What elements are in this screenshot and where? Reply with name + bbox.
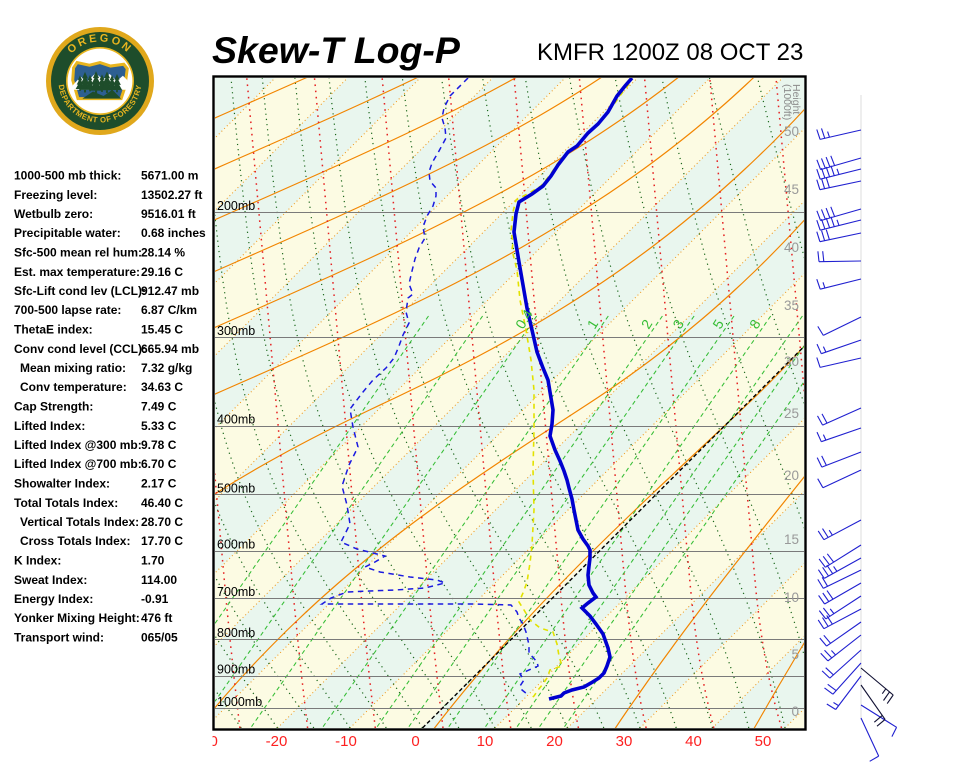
svg-text:Sfc-500 mean rel hum:: Sfc-500 mean rel hum: bbox=[14, 246, 142, 260]
svg-text:114.00: 114.00 bbox=[141, 573, 177, 587]
svg-text:5: 5 bbox=[791, 647, 799, 662]
svg-text:30: 30 bbox=[616, 733, 633, 750]
svg-text:Cap Strength:: Cap Strength: bbox=[14, 400, 93, 414]
svg-text:17.70 C: 17.70 C bbox=[141, 534, 183, 548]
svg-text:5671.00 m: 5671.00 m bbox=[141, 169, 198, 183]
svg-text:30: 30 bbox=[784, 354, 799, 369]
svg-text:0: 0 bbox=[411, 733, 419, 750]
svg-text:Vertical Totals Index:: Vertical Totals Index: bbox=[20, 515, 139, 529]
svg-text:25: 25 bbox=[784, 406, 799, 421]
svg-text:Sweat Index:: Sweat Index: bbox=[14, 573, 87, 587]
svg-text:476 ft: 476 ft bbox=[141, 611, 172, 625]
svg-text:7.49 C: 7.49 C bbox=[141, 400, 177, 414]
svg-text:Height: Height bbox=[790, 84, 802, 114]
svg-text:912.47 mb: 912.47 mb bbox=[141, 284, 199, 298]
svg-text:1000mb: 1000mb bbox=[217, 695, 262, 709]
svg-text:Lifted Index:: Lifted Index: bbox=[14, 419, 85, 433]
svg-text:K Index:: K Index: bbox=[14, 554, 61, 568]
svg-text:28.14 %: 28.14 % bbox=[141, 246, 185, 260]
svg-text:(1000ft): (1000ft) bbox=[781, 84, 793, 120]
svg-text:Sfc-Lift cond lev (LCL):: Sfc-Lift cond lev (LCL): bbox=[14, 284, 146, 298]
svg-text:Precipitable water:: Precipitable water: bbox=[14, 226, 121, 240]
svg-text:Lifted Index @300 mb:: Lifted Index @300 mb: bbox=[14, 438, 142, 452]
svg-text:800mb: 800mb bbox=[217, 626, 255, 640]
svg-text:ThetaE index:: ThetaE index: bbox=[14, 323, 93, 337]
svg-text:1000-500 mb thick:: 1000-500 mb thick: bbox=[14, 169, 121, 183]
svg-text:29.16 C: 29.16 C bbox=[141, 265, 183, 279]
svg-text:9.78 C: 9.78 C bbox=[141, 438, 177, 452]
svg-text:50: 50 bbox=[784, 124, 799, 139]
svg-text:20: 20 bbox=[784, 468, 799, 483]
svg-text:28.70 C: 28.70 C bbox=[141, 515, 183, 529]
svg-text:700-500 lapse rate:: 700-500 lapse rate: bbox=[14, 303, 121, 317]
svg-text:065/05: 065/05 bbox=[141, 631, 178, 645]
svg-text:45: 45 bbox=[784, 182, 799, 197]
svg-text:400mb: 400mb bbox=[217, 413, 255, 427]
svg-text:Mean mixing ratio:: Mean mixing ratio: bbox=[20, 361, 126, 375]
svg-text:2.17 C: 2.17 C bbox=[141, 477, 177, 491]
svg-text:40: 40 bbox=[685, 733, 702, 750]
svg-text:Wetbulb zero:: Wetbulb zero: bbox=[14, 207, 93, 221]
svg-text:7.32 g/kg: 7.32 g/kg bbox=[141, 361, 192, 375]
svg-text:40: 40 bbox=[784, 240, 799, 255]
svg-text:6.70 C: 6.70 C bbox=[141, 457, 177, 471]
svg-text:-10: -10 bbox=[335, 733, 357, 750]
svg-text:KMFR 1200Z 08 OCT 23: KMFR 1200Z 08 OCT 23 bbox=[537, 39, 803, 66]
svg-text:600mb: 600mb bbox=[217, 538, 255, 552]
svg-text:9516.01 ft: 9516.01 ft bbox=[141, 207, 196, 221]
svg-text:665.94 mb: 665.94 mb bbox=[141, 342, 199, 356]
svg-text:-30: -30 bbox=[196, 733, 218, 750]
svg-text:13502.27 ft: 13502.27 ft bbox=[141, 188, 202, 202]
svg-text:Transport wind:: Transport wind: bbox=[14, 631, 104, 645]
svg-text:300mb: 300mb bbox=[217, 324, 255, 338]
svg-text:Cross Totals Index:: Cross Totals Index: bbox=[20, 534, 130, 548]
svg-text:Energy Index:: Energy Index: bbox=[14, 592, 93, 606]
svg-text:1.70: 1.70 bbox=[141, 554, 165, 568]
svg-text:0.68 inches: 0.68 inches bbox=[141, 226, 206, 240]
svg-text:34.63 C: 34.63 C bbox=[141, 380, 183, 394]
svg-text:-0.91: -0.91 bbox=[141, 592, 169, 606]
svg-text:500mb: 500mb bbox=[217, 481, 255, 495]
svg-text:Total Totals Index:: Total Totals Index: bbox=[14, 496, 118, 510]
svg-text:10: 10 bbox=[477, 733, 494, 750]
svg-text:700mb: 700mb bbox=[217, 585, 255, 599]
svg-text:0: 0 bbox=[791, 704, 799, 719]
svg-text:Lifted Index @700 mb:: Lifted Index @700 mb: bbox=[14, 457, 142, 471]
svg-text:Conv temperature:: Conv temperature: bbox=[20, 380, 127, 394]
svg-text:20: 20 bbox=[546, 733, 563, 750]
svg-text:50: 50 bbox=[755, 733, 772, 750]
svg-text:Est. max temperature:: Est. max temperature: bbox=[14, 265, 140, 279]
svg-text:Skew-T Log-P: Skew-T Log-P bbox=[212, 29, 461, 71]
svg-text:900mb: 900mb bbox=[217, 663, 255, 677]
svg-text:46.40 C: 46.40 C bbox=[141, 496, 183, 510]
svg-text:200mb: 200mb bbox=[217, 199, 255, 213]
svg-text:15.45 C: 15.45 C bbox=[141, 323, 183, 337]
svg-text:10: 10 bbox=[784, 590, 799, 605]
svg-text:6.87 C/km: 6.87 C/km bbox=[141, 303, 197, 317]
svg-text:Yonker Mixing Height:: Yonker Mixing Height: bbox=[14, 611, 140, 625]
svg-text:5.33 C: 5.33 C bbox=[141, 419, 177, 433]
svg-text:Conv cond level (CCL):: Conv cond level (CCL): bbox=[14, 342, 146, 356]
svg-text:15: 15 bbox=[784, 532, 799, 547]
svg-text:Showalter Index:: Showalter Index: bbox=[14, 477, 110, 491]
svg-text:-20: -20 bbox=[266, 733, 288, 750]
svg-text:35: 35 bbox=[784, 298, 799, 313]
svg-text:Freezing level:: Freezing level: bbox=[14, 188, 97, 202]
